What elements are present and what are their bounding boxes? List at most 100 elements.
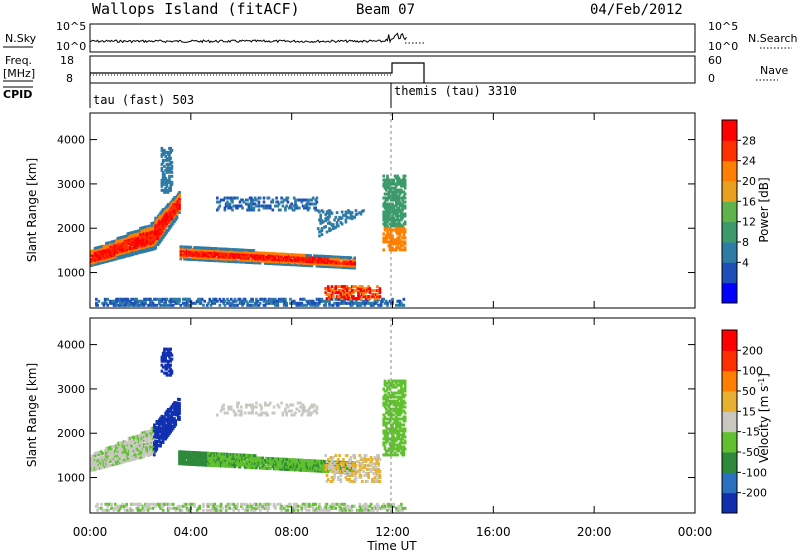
velocity-echo	[149, 506, 152, 510]
power-echo	[147, 303, 151, 307]
velocity-echo	[397, 411, 401, 415]
power-echo	[255, 261, 258, 265]
velocity-echo	[284, 407, 287, 411]
power-echo	[132, 234, 136, 238]
velocity-echo	[393, 453, 397, 457]
power-echo	[169, 303, 173, 307]
power-echo	[403, 182, 407, 186]
power-echo	[285, 198, 288, 202]
velocity-echo	[147, 449, 151, 453]
power-echo	[257, 257, 261, 261]
power-echo	[232, 252, 236, 256]
power-echo	[308, 258, 311, 262]
velocity-echo	[251, 407, 254, 411]
power-echo	[216, 257, 219, 261]
velocity-echo	[315, 508, 319, 512]
power-echo	[342, 289, 345, 293]
power-echo	[297, 301, 301, 305]
power-echo	[295, 206, 299, 210]
power-echo	[232, 204, 236, 208]
velocity-echo	[154, 449, 157, 453]
velocity-echo	[402, 453, 406, 457]
power-echo	[126, 248, 130, 252]
power-echo	[330, 285, 334, 289]
velocity-echo	[300, 462, 304, 466]
velocity-echo	[251, 506, 254, 510]
velocity-echo	[149, 431, 152, 435]
velocity-echo	[227, 464, 230, 468]
power-echo	[160, 299, 164, 303]
velocity-echo	[110, 502, 113, 506]
velocity-echo	[272, 463, 276, 467]
power-echo	[384, 218, 388, 222]
velocity-echo	[311, 405, 315, 409]
power-echo	[287, 206, 291, 210]
power-echo	[389, 188, 393, 192]
velocity-echo	[179, 504, 183, 508]
power-echo	[91, 253, 94, 257]
power-colorbar-swatch	[722, 262, 737, 284]
velocity-echo	[234, 506, 238, 510]
velocity-echo	[140, 437, 144, 441]
power-echo	[384, 222, 388, 226]
velocity-echo	[261, 464, 265, 468]
velocity-echo	[299, 401, 302, 405]
power-ytick-label: 4000	[57, 134, 85, 147]
velocity-echo	[396, 453, 399, 457]
velocity-echo	[303, 405, 306, 409]
power-echo	[395, 246, 398, 250]
velocity-echo	[142, 446, 146, 450]
velocity-echo	[233, 411, 237, 415]
power-echo	[106, 243, 109, 247]
power-echo	[267, 255, 271, 259]
power-echo	[246, 301, 249, 305]
velocity-echo	[267, 464, 271, 468]
velocity-echo	[153, 429, 156, 433]
power-echo	[334, 225, 338, 229]
power-echo	[334, 289, 338, 293]
power-echo	[345, 297, 349, 301]
power-echo	[161, 150, 165, 154]
power-echo	[271, 200, 275, 204]
power-echo	[166, 168, 170, 172]
power-echo	[389, 180, 393, 184]
power-echo	[223, 206, 227, 210]
velocity-echo	[170, 414, 174, 418]
power-echo	[271, 208, 275, 212]
velocity-echo	[393, 431, 397, 435]
power-echo	[234, 204, 238, 208]
power-echo	[257, 200, 261, 204]
velocity-echo	[392, 429, 396, 433]
power-echo	[121, 253, 125, 257]
velocity-echo	[241, 506, 244, 510]
velocity-echo	[267, 506, 271, 510]
velocity-echo	[121, 452, 125, 456]
power-colorbar-tick: 24	[742, 155, 756, 168]
velocity-echo	[400, 447, 403, 451]
velocity-echo	[165, 435, 169, 439]
power-echo	[134, 244, 137, 248]
power-echo	[161, 297, 165, 301]
power-echo	[216, 196, 219, 200]
cpid-label: CPID	[3, 88, 32, 101]
velocity-echo	[398, 425, 402, 429]
power-echo	[271, 256, 275, 260]
power-echo	[274, 256, 277, 260]
power-echo	[339, 261, 343, 265]
velocity-echo	[136, 506, 140, 510]
power-echo	[333, 218, 336, 222]
power-echo	[386, 216, 389, 220]
power-echo	[252, 208, 256, 212]
velocity-echo	[387, 391, 391, 395]
power-echo	[379, 301, 383, 305]
power-echo	[382, 218, 386, 222]
velocity-echo	[188, 450, 191, 454]
velocity-echo	[388, 393, 392, 397]
power-echo	[320, 229, 324, 233]
power-echo	[267, 196, 271, 200]
velocity-echo	[388, 407, 392, 411]
power-echo	[403, 214, 407, 218]
power-echo	[170, 160, 174, 164]
velocity-echo	[174, 508, 178, 512]
